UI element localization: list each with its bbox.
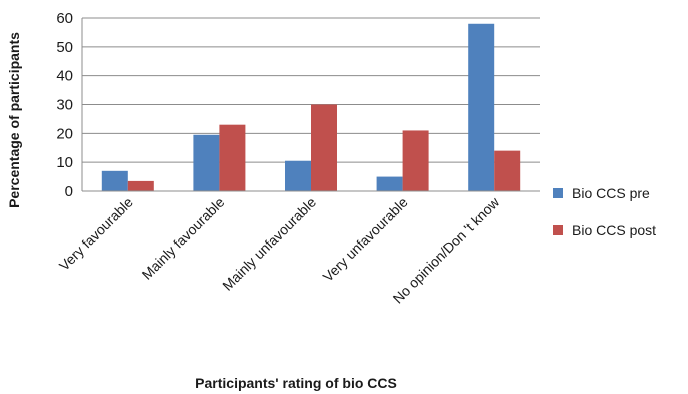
y-tick-labels: 0 10 20 30 40 50 60	[56, 10, 73, 200]
bar-pre	[376, 176, 403, 191]
legend-label: Bio CCS pre	[572, 185, 650, 201]
x-tick-label: Very favourable	[56, 194, 136, 274]
y-tick-label: 60	[56, 10, 73, 27]
x-tick-label: No opinion/Don 't know	[390, 193, 503, 306]
bars	[101, 23, 521, 192]
bar-post	[219, 124, 246, 191]
legend-label: Bio CCS post	[572, 222, 656, 238]
bar-pre	[285, 160, 311, 191]
y-axis-title: Percentage of participants	[6, 32, 22, 208]
legend-swatch	[553, 188, 563, 198]
x-tick-label: Mainly favourable	[139, 194, 228, 283]
x-tick-label: Very unfavourable	[320, 194, 411, 285]
bar-pre	[468, 23, 495, 192]
y-tick-label: 10	[56, 154, 73, 171]
bar-post	[311, 104, 337, 191]
y-tick-label: 0	[65, 183, 73, 200]
bar-post	[402, 130, 429, 191]
y-tick-label: 30	[56, 97, 73, 114]
legend: Bio CCS pre Bio CCS post	[553, 185, 656, 238]
legend-swatch	[553, 225, 563, 235]
bar-post	[494, 150, 521, 191]
x-axis-title: Participants' rating of bio CCS	[195, 375, 397, 391]
x-tick-label: Mainly unfavourable	[219, 194, 319, 294]
bar-post	[127, 180, 154, 191]
bar-pre	[101, 170, 128, 191]
bar-pre	[193, 134, 220, 191]
y-tick-label: 40	[56, 68, 73, 85]
y-tick-label: 50	[56, 39, 73, 56]
y-tick-label: 20	[56, 125, 73, 142]
